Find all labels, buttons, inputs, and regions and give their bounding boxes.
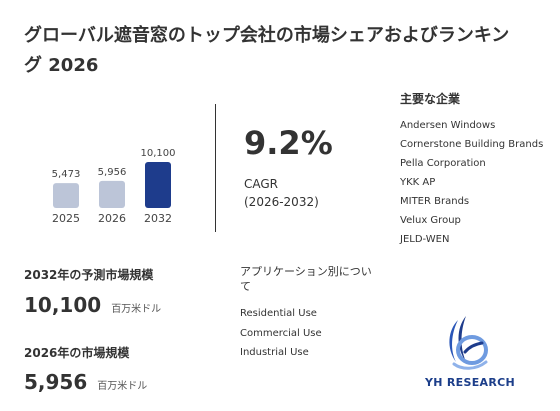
- current-value-row: 5,956 百万米ドル: [24, 370, 147, 394]
- bar-value-label: 10,100: [141, 148, 176, 159]
- bar-value-label: 5,473: [52, 169, 81, 180]
- companies-list: Andersen Windows Cornerstone Building Br…: [400, 116, 550, 249]
- bar-2025: [53, 183, 79, 208]
- company-item: YKK AP: [400, 177, 436, 188]
- company-item: Pella Corporation: [400, 158, 486, 169]
- bar-category-label: 2025: [52, 212, 80, 225]
- forecast-label: 2032年の予測市場規模: [24, 268, 154, 282]
- bar-2026: [99, 180, 125, 208]
- bar-category-label: 2026: [98, 212, 126, 225]
- divider: [215, 104, 216, 232]
- current-unit: 百万米ドル: [97, 381, 148, 392]
- applications-list: Residential Use Commercial Use Industria…: [240, 304, 322, 363]
- logo-text: YH RESEARCH: [425, 376, 515, 389]
- forecast-value: 10,100: [24, 293, 102, 317]
- application-item: Residential Use: [240, 308, 317, 319]
- current-value: 5,956: [24, 370, 88, 394]
- bar-value-label: 5,956: [98, 167, 127, 178]
- current-label: 2026年の市場規模: [24, 346, 130, 360]
- company-item: JELD-WEN: [400, 234, 450, 245]
- application-item: Industrial Use: [240, 347, 309, 358]
- company-item: Andersen Windows: [400, 120, 496, 131]
- bar-category-label: 2032: [144, 212, 172, 225]
- bar-chart: 5,473 2025 5,956 2026 10,100 2032: [52, 148, 176, 225]
- companies-heading: 主要な企業: [400, 92, 461, 106]
- bar-2032: [145, 162, 171, 208]
- company-item: Cornerstone Building Brands: [400, 139, 544, 150]
- applications-heading: アプリケーション別について: [240, 265, 372, 293]
- cagr-period: (2026-2032): [244, 195, 319, 209]
- application-item: Commercial Use: [240, 327, 322, 339]
- logo-emblem-icon: [449, 316, 488, 370]
- forecast-value-row: 10,100 百万米ドル: [24, 293, 161, 317]
- cagr-label: CAGR: [244, 177, 279, 191]
- cagr-value: 9.2%: [244, 124, 333, 162]
- forecast-unit: 百万米ドル: [111, 304, 162, 315]
- company-item: MITER Brands: [400, 196, 470, 207]
- company-logo: YH RESEARCH: [410, 312, 530, 394]
- company-item: Velux Group: [400, 215, 461, 226]
- page-title: グローバル遮音窓のトップ会社の市場シェアおよびランキング 2026: [24, 25, 510, 76]
